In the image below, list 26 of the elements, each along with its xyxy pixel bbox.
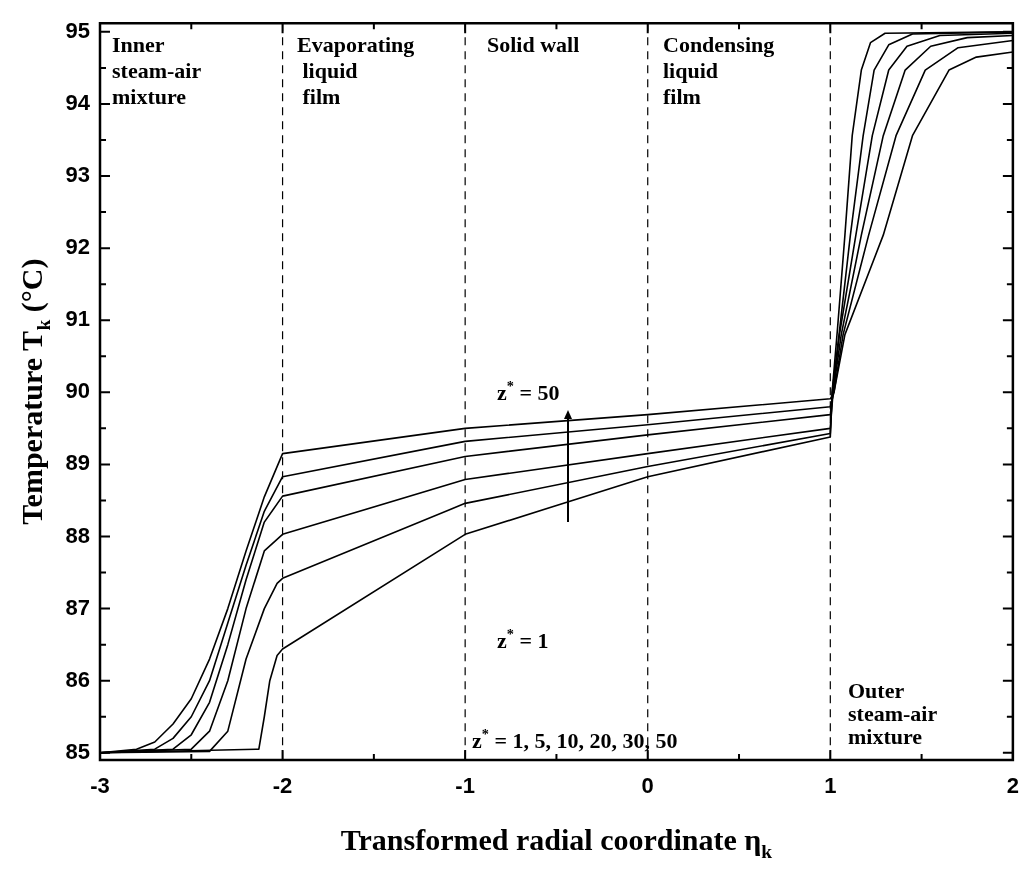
x-tick-label: -2 (272, 773, 293, 799)
x-tick-label: 0 (641, 773, 654, 799)
annotation: z* = 50 (497, 378, 560, 405)
annotation: Inner steam-air mixture (112, 32, 202, 109)
annotation: Solid wall (487, 32, 580, 57)
x-tick-label: -3 (90, 773, 110, 799)
y-tick-label: 85 (65, 738, 90, 764)
y-tick-label: 86 (65, 666, 90, 692)
y-tick-label: 91 (65, 306, 90, 332)
y-tick-label: 92 (65, 234, 90, 260)
x-tick-label: 2 (1006, 773, 1020, 799)
y-axis-title: Temperature Tk (°C) (15, 258, 54, 525)
y-tick-label: 93 (65, 162, 90, 188)
x-tick-label: 1 (824, 773, 837, 799)
annotation: z* = 1 (497, 626, 549, 653)
x-tick-label: -1 (455, 773, 475, 799)
y-tick-label: 88 (65, 522, 90, 548)
annotation: Outer steam-air mixture (848, 678, 938, 749)
annotation: Condensing liquid film (663, 32, 775, 109)
y-tick-label: 90 (65, 378, 90, 404)
y-tick-label: 94 (65, 90, 91, 116)
y-tick-label: 87 (65, 594, 90, 620)
annotation: z* = 1, 5, 10, 20, 30, 50 (472, 726, 678, 753)
annotation: Evaporating liquid film (297, 32, 415, 109)
y-tick-label: 89 (65, 450, 90, 476)
y-tick-label: 95 (65, 17, 90, 43)
